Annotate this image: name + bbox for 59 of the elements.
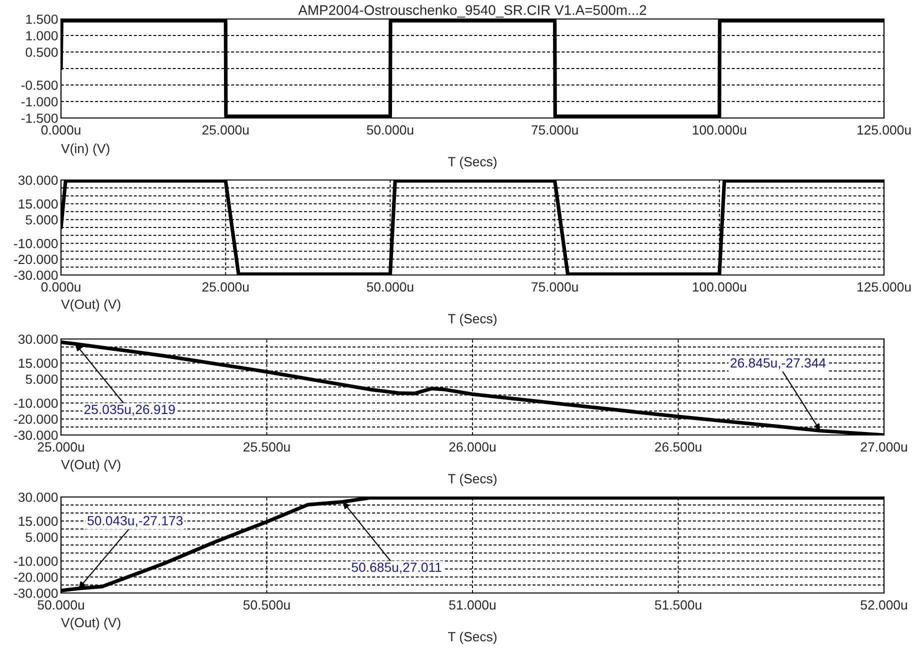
x-tick-label: 51.000u bbox=[449, 600, 496, 610]
x-tick-label: 52.000u bbox=[860, 600, 907, 610]
x-tick-label: 100.000u bbox=[692, 282, 746, 292]
x-tick-label: 25.500u bbox=[244, 442, 290, 452]
y-tick-label: -30.000 bbox=[14, 588, 58, 598]
y-tick-label: 30.000 bbox=[18, 492, 58, 502]
y-tick-label: 5.000 bbox=[26, 532, 58, 542]
y-tick-label: 30.000 bbox=[18, 176, 58, 185]
y-tick-label: -10.000 bbox=[14, 556, 58, 566]
y-tick-label: -1.500 bbox=[21, 114, 58, 123]
x-tick-label: 75.000u bbox=[532, 282, 578, 292]
x-tick-label: 26.000u bbox=[449, 442, 496, 452]
x-tick-label: 100.000u bbox=[692, 125, 746, 135]
x-tick-label: 50.000u bbox=[366, 282, 414, 292]
y-tick-label: 15.000 bbox=[18, 199, 58, 209]
y-tick-label: -10.000 bbox=[14, 398, 58, 408]
x-tick-label: 25.000u bbox=[202, 282, 249, 292]
x-tick-label: 0.000u bbox=[41, 282, 80, 292]
x-axis-title: T (Secs) bbox=[448, 474, 496, 486]
x-tick-label: 26.500u bbox=[655, 442, 702, 452]
y-tick-label: -1.000 bbox=[21, 97, 58, 106]
y-tick-label: 0.500 bbox=[26, 48, 58, 57]
y-tick-label: -20.000 bbox=[14, 254, 58, 264]
x-axis-title: T (Secs) bbox=[448, 632, 496, 644]
y-tick-label: -20.000 bbox=[14, 572, 58, 582]
x-tick-label: 27.000u bbox=[860, 442, 907, 452]
annotation: 50.043u,-27.173 bbox=[88, 516, 183, 527]
x-tick-label: 125.000u bbox=[857, 125, 911, 135]
y-tick-label: 30.000 bbox=[18, 334, 58, 344]
y-tick-label: 1.500 bbox=[26, 14, 58, 24]
x-tick-label: 51.500u bbox=[654, 600, 702, 610]
y-tick-label: 1.000 bbox=[26, 31, 58, 40]
x-tick-label: 0.000u bbox=[41, 125, 80, 135]
annotation: 25.035u,26.919 bbox=[84, 404, 175, 416]
chart-title: AMP2004-Ostrouschenko_9540_SR.CIR V1.A=500m...2 bbox=[298, 4, 646, 18]
y-tick-label: -20.000 bbox=[14, 414, 58, 424]
x-axis-title: T (Secs) bbox=[448, 314, 496, 326]
text: V(in) (V) bbox=[61, 144, 110, 156]
y-tick-label: -30.000 bbox=[14, 430, 58, 440]
y-tick-label: -0.500 bbox=[21, 80, 58, 90]
text: V(Out) (V) bbox=[61, 618, 120, 630]
text: V(Out) (V) bbox=[61, 460, 120, 472]
y-tick-label: 15.000 bbox=[18, 516, 58, 526]
y-tick-label: 5.000 bbox=[26, 215, 58, 224]
x-tick-label: 125.000u bbox=[857, 282, 911, 292]
y-tick-label: -10.000 bbox=[14, 238, 58, 248]
x-tick-label: 25.000u bbox=[202, 125, 249, 135]
x-tick-label: 75.000u bbox=[532, 125, 578, 135]
x-tick-label: 25.000u bbox=[38, 442, 84, 452]
x-tick-label: 50.000u bbox=[38, 600, 84, 610]
x-tick-label: 50.000u bbox=[366, 125, 414, 135]
text: V(Out) (V) bbox=[61, 299, 120, 312]
y-tick-label: -30.000 bbox=[14, 270, 58, 280]
x-axis-title: T (Secs) bbox=[448, 156, 496, 169]
y-tick-label: 5.000 bbox=[26, 374, 58, 384]
y-tick-label: 15.000 bbox=[18, 358, 58, 368]
annotation: 26.845u,-27.344 bbox=[730, 358, 826, 370]
annotation: 50.685u,27.011 bbox=[352, 562, 442, 574]
x-tick-label: 50.500u bbox=[243, 600, 290, 610]
